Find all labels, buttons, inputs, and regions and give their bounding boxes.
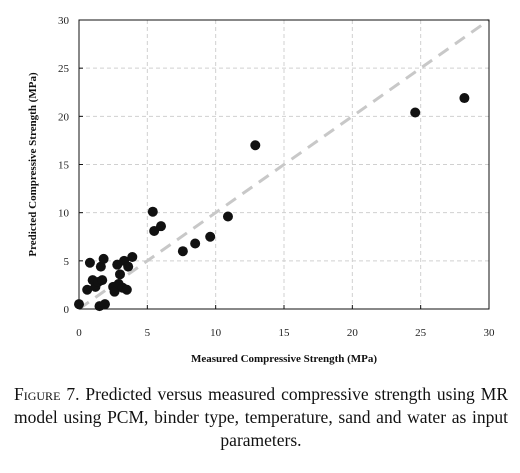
data-point <box>121 284 132 295</box>
data-point <box>127 251 138 262</box>
data-point <box>190 238 201 249</box>
data-point <box>98 253 109 264</box>
y-tick-label: 20 <box>58 111 70 123</box>
data-point <box>410 107 421 118</box>
data-point <box>82 284 93 295</box>
axis-ticks: 0 5 10 15 20 25 30 0 5 10 15 20 25 30 <box>58 15 495 339</box>
data-point <box>95 261 106 272</box>
data-point <box>97 275 108 286</box>
x-tick-label: 20 <box>347 327 359 339</box>
data-point <box>156 221 166 232</box>
data-points <box>74 93 470 312</box>
figure-caption-label: Figure 7. <box>14 384 80 404</box>
reference-line-y-equals-x <box>78 18 490 311</box>
y-tick-label: 30 <box>58 15 70 27</box>
data-point <box>177 246 188 257</box>
figure-caption: Figure 7. Predicted versus measured comp… <box>14 383 508 452</box>
data-point <box>250 140 261 151</box>
scatter-chart: 0 5 10 15 20 25 30 0 5 10 15 20 25 30 Measured Compre… <box>27 15 495 365</box>
data-point <box>222 211 233 222</box>
x-tick-label: 5 <box>145 327 151 339</box>
x-tick-label: 15 <box>279 327 291 339</box>
data-point <box>115 269 125 280</box>
x-tick-label: 30 <box>484 327 496 339</box>
data-point <box>147 206 158 217</box>
x-tick-label: 0 <box>76 327 82 339</box>
x-axis-label: Measured Compressive Strength (MPa) <box>191 353 377 365</box>
y-tick-label: 25 <box>58 63 70 75</box>
data-point <box>99 299 110 310</box>
data-point <box>74 299 84 310</box>
x-tick-label: 10 <box>210 327 222 339</box>
data-point <box>459 93 470 104</box>
data-point <box>205 231 216 242</box>
data-point <box>109 286 120 297</box>
y-tick-label: 10 <box>58 208 70 220</box>
y-tick-label: 0 <box>64 304 70 316</box>
data-point <box>123 261 134 272</box>
figure-caption-text: Predicted versus measured compressive st… <box>14 384 508 450</box>
x-tick-label: 25 <box>415 327 427 339</box>
y-tick-label: 5 <box>64 256 70 268</box>
y-axis-label: Predicted Compressive Strength (MPa) <box>27 72 39 257</box>
data-point <box>84 257 95 268</box>
y-tick-label: 15 <box>58 160 70 172</box>
